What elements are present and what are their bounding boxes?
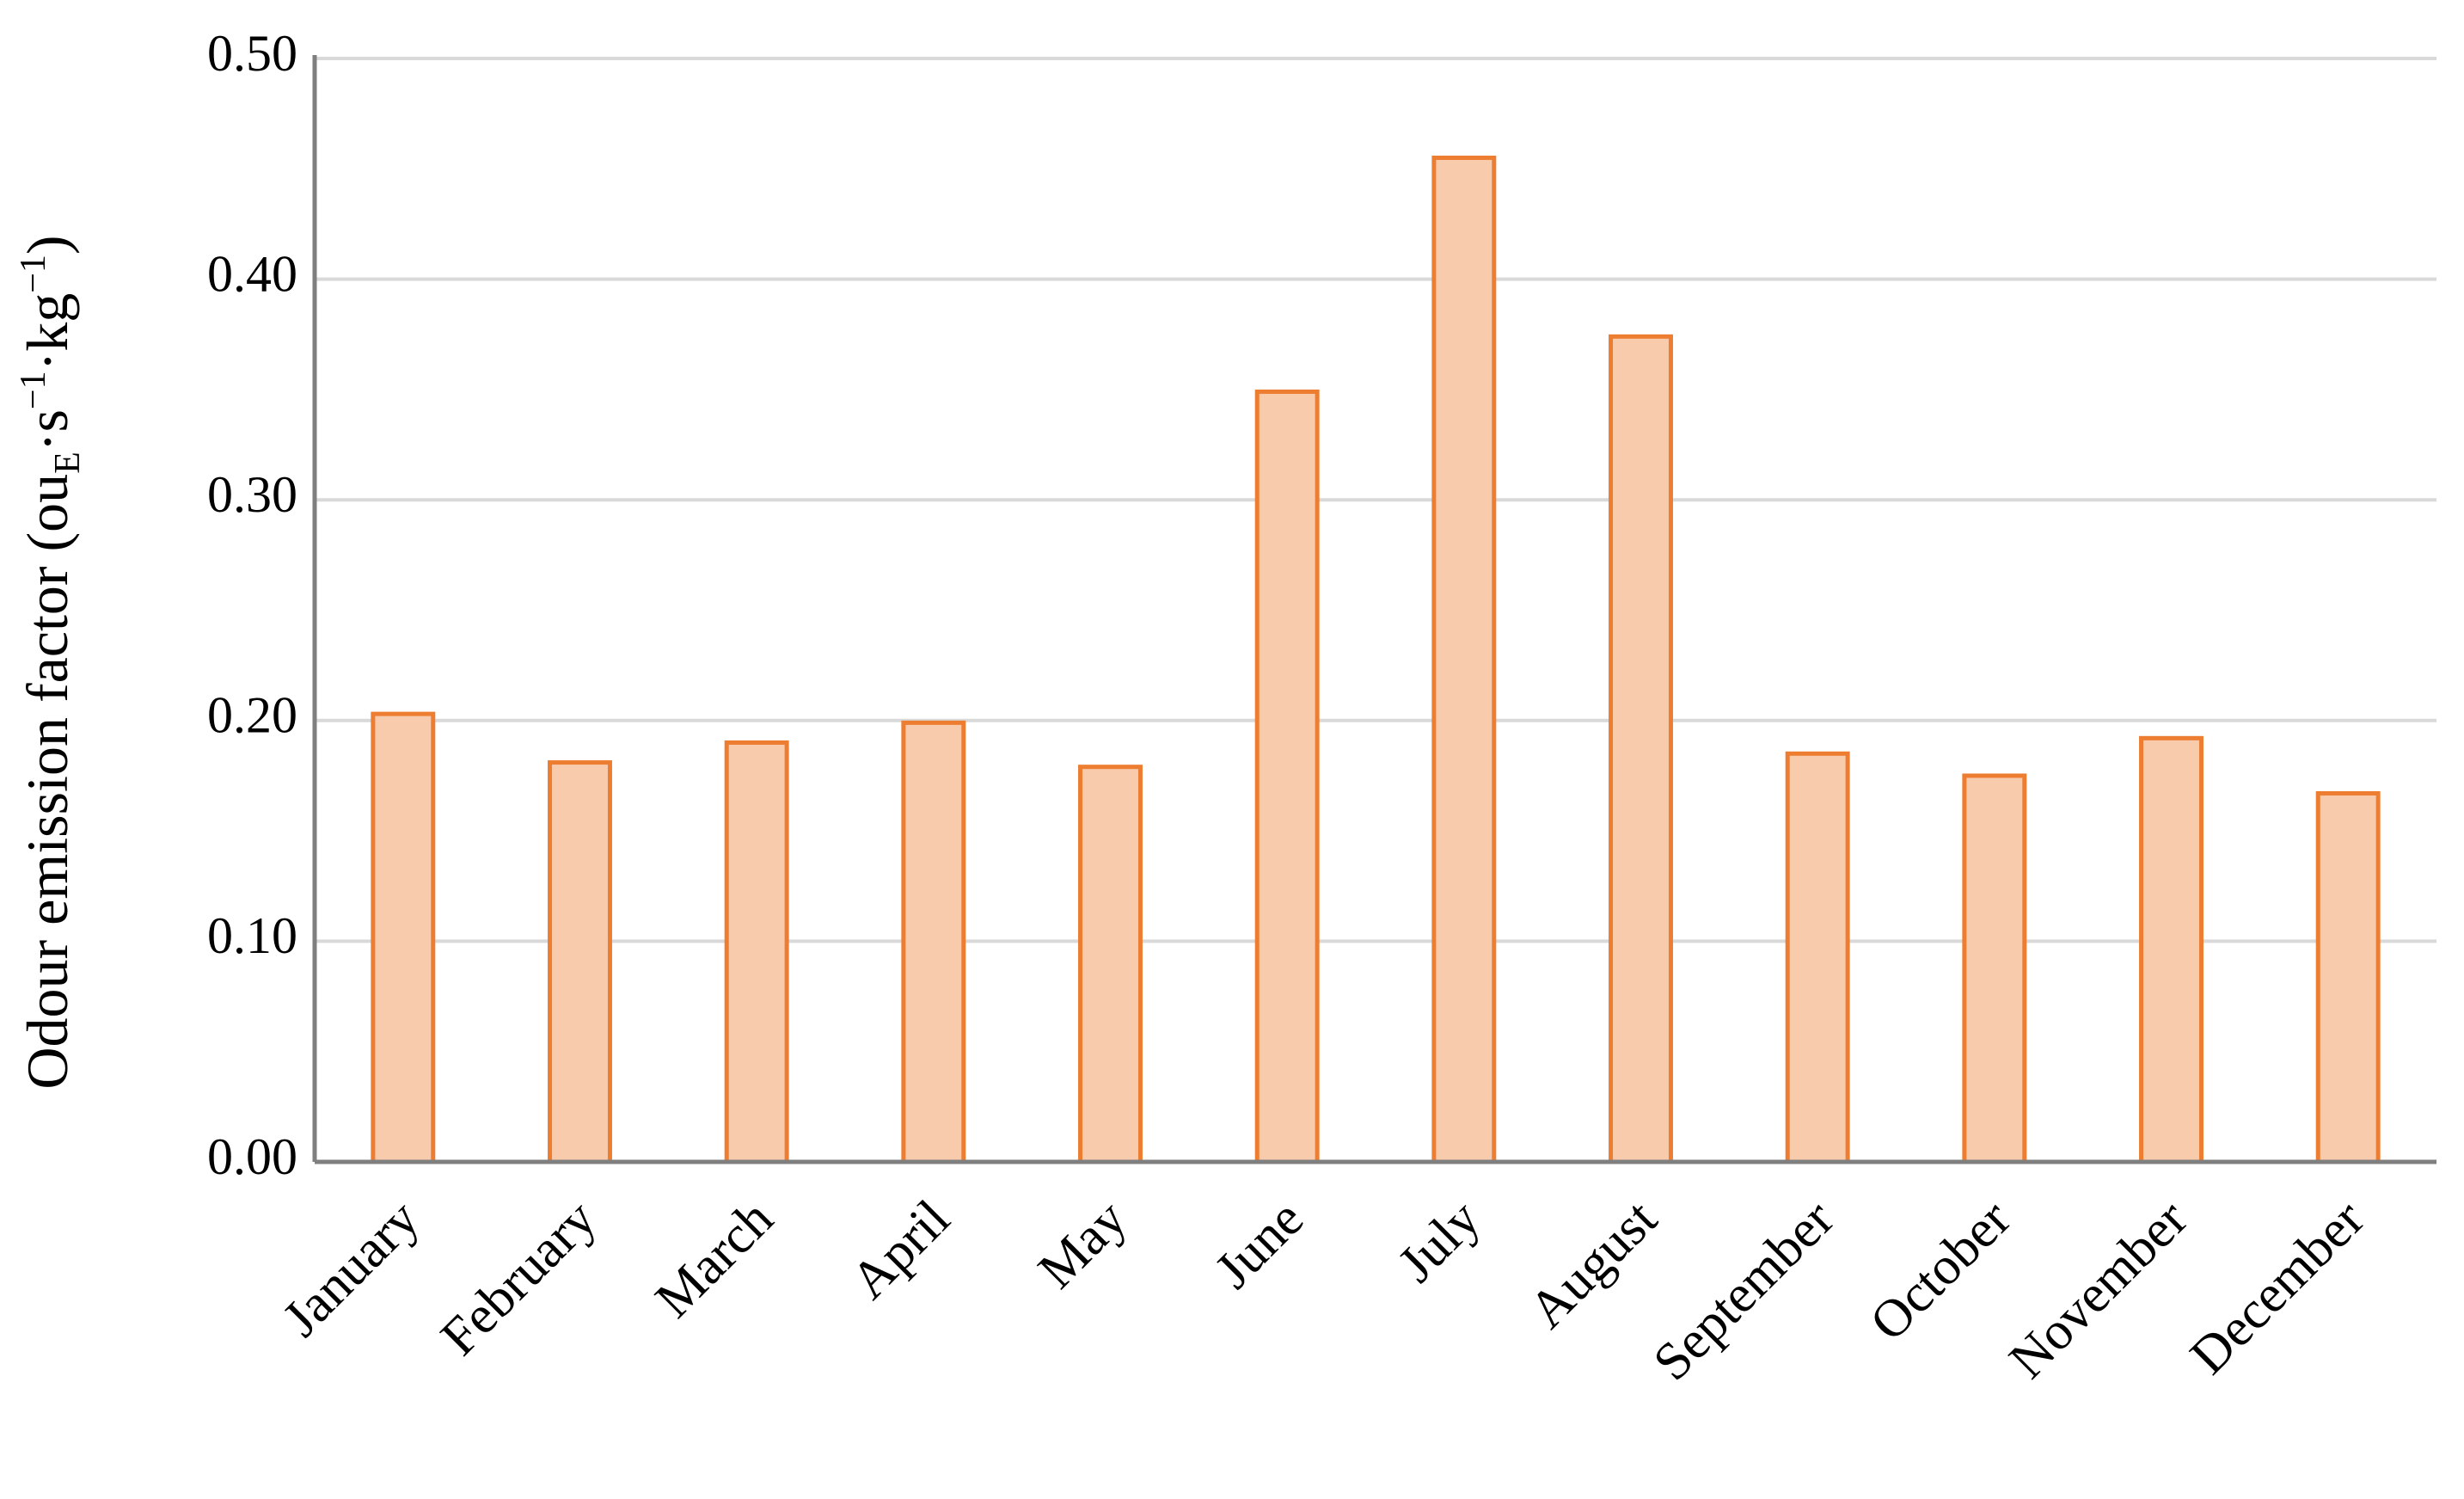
bar	[901, 720, 966, 1164]
bar	[2315, 790, 2381, 1164]
x-tick-label: November	[1998, 1189, 2198, 1390]
bar	[1431, 155, 1497, 1164]
x-tick-label: May	[1027, 1189, 1137, 1299]
y-tick-label: 0.20	[207, 687, 297, 744]
x-tick-label: October	[1859, 1189, 2022, 1353]
y-tick-label: 0.00	[207, 1128, 297, 1185]
y-label-part: Odour emission factor (ou	[15, 474, 80, 1090]
bar	[724, 740, 789, 1164]
y-label-sup: −1	[14, 371, 53, 409]
y-tick-label: 0.40	[207, 245, 297, 302]
bar	[371, 711, 436, 1164]
bar	[2139, 735, 2204, 1164]
y-tick-label: 0.50	[207, 25, 297, 82]
x-tick-label: January	[272, 1189, 430, 1348]
x-tick-label: June	[1204, 1189, 1315, 1299]
x-tick-label: April	[840, 1189, 961, 1311]
x-tick-label: December	[2179, 1189, 2375, 1385]
y-label-part: ·s	[15, 409, 80, 452]
y-tick-label: 0.30	[207, 466, 297, 523]
bar	[1078, 765, 1143, 1164]
x-tick-label: July	[1388, 1189, 1492, 1293]
y-label-part: ·kg	[15, 293, 80, 372]
x-tick-label: September	[1643, 1189, 1846, 1392]
bar	[1962, 773, 2027, 1164]
y-tick-label: 0.10	[207, 907, 297, 964]
y-label-sub: E	[48, 452, 88, 474]
x-tick-label: February	[430, 1189, 607, 1367]
y-label-part: )	[15, 235, 80, 255]
bar	[1254, 389, 1320, 1164]
x-tick-label: March	[645, 1189, 785, 1330]
y-axis-label: Odour emission factor (ouE·s−1·kg−1)	[14, 235, 88, 1089]
bar	[1609, 334, 1673, 1164]
x-tick-label: August	[1518, 1189, 1669, 1340]
bar	[1785, 751, 1850, 1164]
y-label-sup: −1	[14, 255, 53, 293]
bar	[548, 760, 612, 1164]
